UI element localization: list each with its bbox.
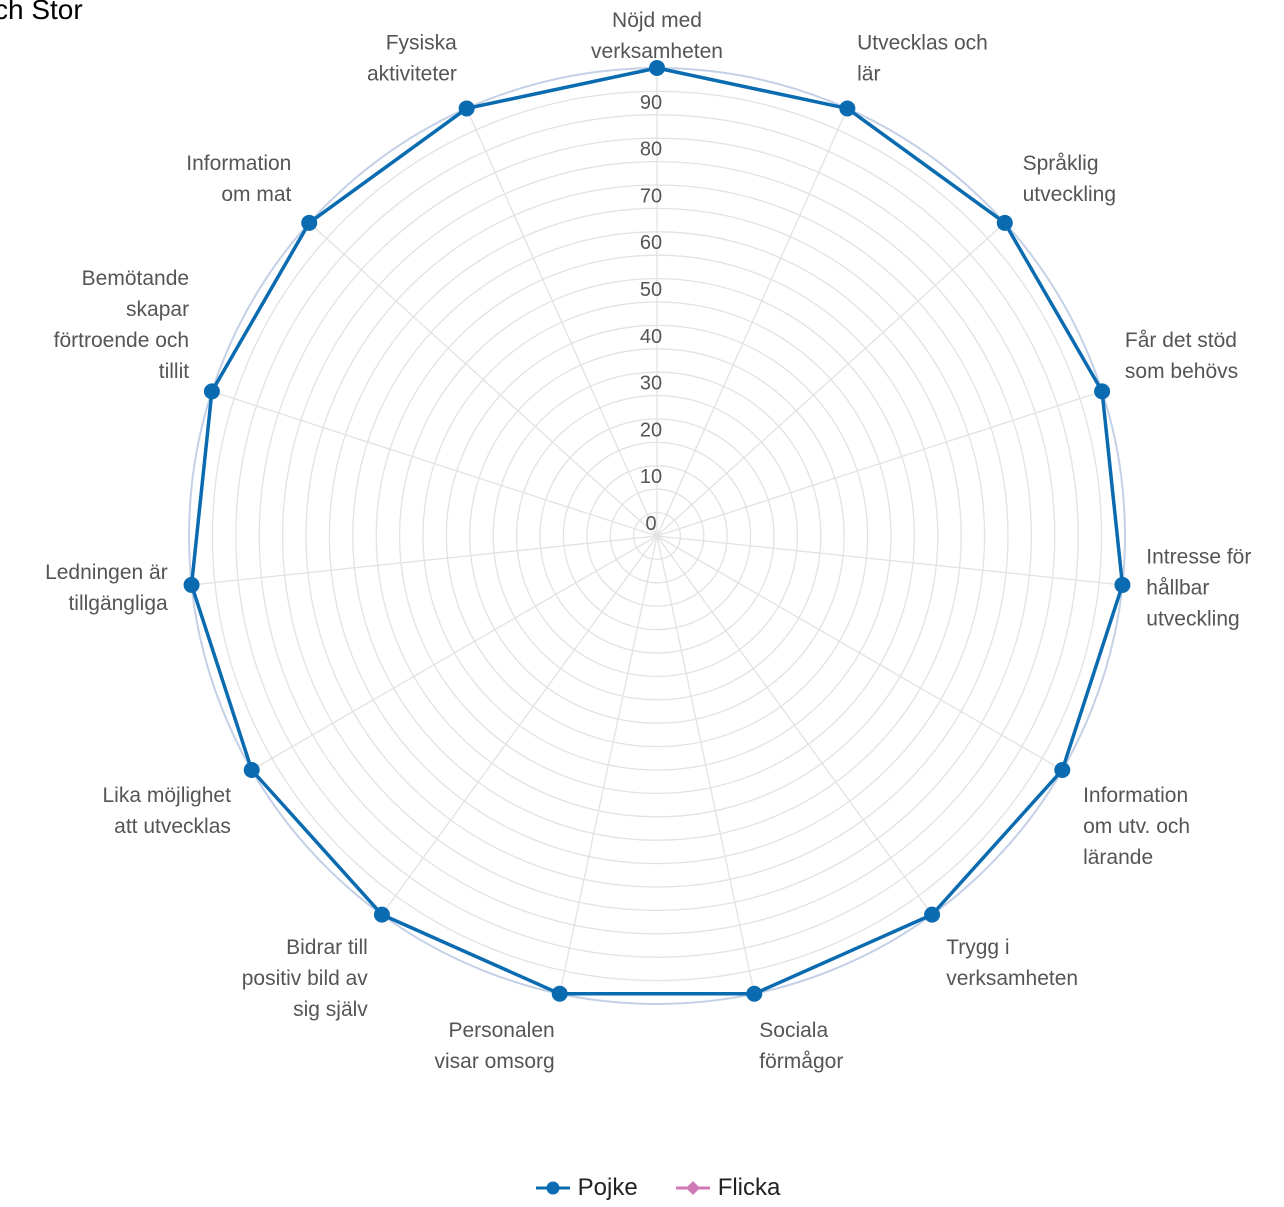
grid-spoke [656,535,755,994]
legend-item-flicka[interactable]: Flicka [674,1174,781,1202]
legend: Pojke Flicka [0,1174,1284,1202]
data-point [301,214,318,231]
tick-label: 0 [645,513,656,535]
tick-label: 60 [640,232,662,254]
data-point [924,906,941,923]
data-point [458,100,475,117]
grid-spoke [251,535,658,771]
tick-label: 80 [640,139,662,161]
data-point [839,100,856,117]
axis-label: Fysiska aktiviteter [367,32,457,86]
axis-label: Personalen visar omsorg [435,1019,555,1073]
legend-swatch-pojke-icon [535,1181,570,1195]
grid-spoke [191,535,658,586]
axis-label: Bemötande skapar förtroende och tillit [54,267,190,383]
data-point [203,383,220,400]
axis-label: Sociala förmågor [759,1019,843,1073]
axis-label: Får det stöd som behövs [1125,329,1238,383]
data-point [996,214,1013,231]
tick-label: 50 [640,279,662,301]
tick-label: 20 [640,419,662,441]
axis-label: Bidrar till positiv bild av sig själv [242,936,369,1021]
legend-label-pojke: Pojke [577,1174,638,1201]
grid-spoke [656,222,1006,537]
data-point [1114,576,1131,593]
grid-spoke [656,535,1123,586]
tick-label: 90 [640,92,662,114]
grid-spoke [656,535,1063,771]
page-title: ch Stor [0,0,83,25]
grid-spoke [656,390,1103,537]
axis-label: Språklig utveckling [1023,152,1116,206]
axis-label: Lika möjlighet att utvecklas [103,784,232,838]
axis-label: Information om mat [186,152,291,206]
axis-label: Nöjd med verksamheten [591,9,723,63]
legend-swatch-flicka-icon [675,1181,710,1195]
axis-label: Utvecklas och lär [857,32,988,86]
legend-item-pojke[interactable]: Pojke [534,1174,638,1202]
grid-spoke [466,108,658,537]
axis-label: Information om utv. och lärande [1083,784,1190,869]
grid-spoke [211,390,658,537]
data-point [373,906,390,923]
legend-label-flicka: Flicka [717,1174,781,1201]
radar-chart: 0 10 20 30 40 50 60 70 80 90 Nöjd med verksamheten U… [45,9,1251,1073]
data-point [649,60,665,76]
tick-label: 40 [640,326,662,348]
data-point [551,985,568,1002]
grid-spoke [559,535,658,994]
data-point [1094,383,1111,400]
grid-spoke [381,535,658,916]
data-point [183,576,200,593]
grid-spoke [656,535,933,916]
grid-spoke [308,222,658,537]
tick-label: 10 [640,466,662,488]
data-point [243,762,260,778]
series-line-pojke [189,66,1125,996]
tick-label: 70 [640,185,662,207]
data-point [1054,762,1071,778]
tick-label: 30 [640,373,662,395]
grid-spoke [656,108,848,537]
axis-label: Intresse för hållbar utveckling [1146,545,1251,630]
axis-label: Trygg i verksamheten [946,936,1078,990]
data-point [746,985,763,1002]
axis-label: Ledningen är tillgängliga [45,561,168,615]
